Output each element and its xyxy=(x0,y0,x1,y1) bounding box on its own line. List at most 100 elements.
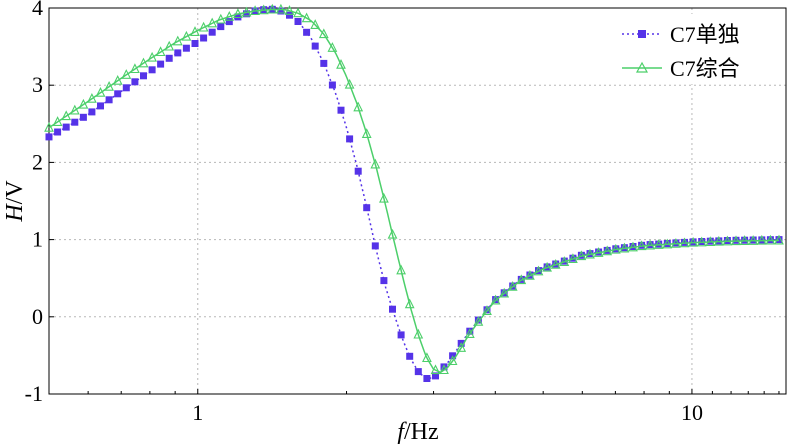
data-point-square xyxy=(286,11,293,19)
data-point-square xyxy=(603,246,611,254)
series-c7-combined xyxy=(44,3,784,375)
data-point-triangle xyxy=(490,294,501,305)
data-point-square xyxy=(131,78,139,86)
data-point-triangle xyxy=(44,121,54,132)
svg-text:H/V: H/V xyxy=(2,180,28,223)
data-point-square xyxy=(320,59,328,67)
data-point-triangle xyxy=(713,235,724,246)
data-point-square xyxy=(114,90,122,98)
y-axis-label: H/V xyxy=(2,180,28,223)
data-point-triangle xyxy=(542,261,552,272)
data-point-square xyxy=(200,34,208,42)
data-point-square xyxy=(157,60,165,68)
data-point-square xyxy=(328,81,336,89)
data-point-triangle xyxy=(147,51,157,62)
data-point-square xyxy=(672,239,680,247)
data-point-triangle xyxy=(318,28,329,39)
data-point-square xyxy=(389,305,396,313)
data-point-triangle xyxy=(327,42,338,52)
data-point-triangle xyxy=(662,238,673,249)
data-point-square xyxy=(766,236,774,244)
y-axis-unit: /V xyxy=(2,180,28,205)
data-point-square xyxy=(732,236,740,244)
y-tick-label: -1 xyxy=(25,381,43,406)
data-point-square xyxy=(698,238,706,245)
x-tick-label: 1 xyxy=(192,400,203,425)
data-point-triangle xyxy=(52,116,63,126)
data-point-square xyxy=(586,250,594,258)
legend: C7单独 C7综合 xyxy=(600,14,780,84)
y-tick-label: 0 xyxy=(32,304,43,329)
data-point-square xyxy=(354,167,362,175)
data-point-triangle xyxy=(267,3,278,14)
data-point-triangle xyxy=(645,239,655,250)
data-point-square xyxy=(97,102,104,110)
data-point-triangle xyxy=(224,10,235,21)
data-point-triangle xyxy=(258,4,269,15)
data-point-square xyxy=(303,28,311,36)
data-point-square xyxy=(466,327,474,335)
data-point-triangle xyxy=(748,235,759,245)
data-point-triangle xyxy=(95,86,106,97)
data-point-square xyxy=(595,248,603,256)
x-axis-label: f/Hz xyxy=(397,419,438,445)
y-axis-variable: H xyxy=(2,203,28,223)
data-point-triangle xyxy=(207,17,218,28)
data-point-triangle xyxy=(155,46,166,57)
data-point-square xyxy=(165,54,173,62)
data-point-square xyxy=(663,240,671,247)
data-point-triangle xyxy=(87,92,97,103)
data-point-triangle xyxy=(559,256,570,266)
data-point-triangle xyxy=(628,241,638,252)
data-point-triangle xyxy=(241,6,252,17)
data-point-triangle xyxy=(439,364,449,375)
data-point-square xyxy=(208,28,216,36)
svg-text:f/Hz: f/Hz xyxy=(397,419,438,445)
data-point-triangle xyxy=(121,69,132,79)
data-point-triangle xyxy=(387,228,398,239)
series-layer xyxy=(44,3,784,382)
data-point-square xyxy=(217,23,225,31)
y-tick-label: 4 xyxy=(32,0,43,20)
tick-labels: -1 0 1 2 3 4 1 10 xyxy=(25,0,780,425)
data-point-square xyxy=(148,66,156,74)
data-point-triangle xyxy=(619,242,630,253)
data-point-triangle xyxy=(516,274,527,285)
data-point-square xyxy=(706,237,714,245)
data-point-triangle xyxy=(172,35,183,46)
data-point-square xyxy=(225,18,233,26)
data-point-triangle xyxy=(69,104,80,115)
data-point-square xyxy=(234,13,242,21)
data-point-square xyxy=(79,113,87,121)
data-point-triangle xyxy=(499,287,510,298)
data-point-square xyxy=(277,7,285,15)
data-point-triangle xyxy=(756,234,767,245)
data-point-square xyxy=(294,18,302,25)
data-point-triangle xyxy=(525,269,535,280)
data-point-triangle xyxy=(250,5,260,16)
legend-label-c7-combined: C7综合 xyxy=(670,56,740,81)
data-point-triangle xyxy=(653,239,664,249)
x-axis-unit: /Hz xyxy=(404,419,439,445)
data-point-triangle xyxy=(164,40,175,51)
data-point-square xyxy=(646,241,654,249)
data-point-triangle xyxy=(130,63,140,74)
data-point-square xyxy=(638,241,646,249)
legend-background xyxy=(600,14,780,84)
data-point-triangle xyxy=(610,243,621,254)
data-point-triangle xyxy=(705,236,716,247)
data-point-triangle xyxy=(336,58,346,69)
data-point-triangle xyxy=(688,236,698,247)
data-point-square xyxy=(406,352,414,360)
y-tick-label: 2 xyxy=(32,149,43,174)
data-point-triangle xyxy=(379,192,389,203)
data-point-triangle xyxy=(233,8,243,19)
data-point-square xyxy=(174,49,182,57)
data-point-square xyxy=(122,84,130,92)
data-point-triangle xyxy=(404,298,415,309)
data-point-triangle xyxy=(636,240,647,251)
data-point-square xyxy=(577,251,585,259)
data-point-triangle xyxy=(198,21,209,32)
data-point-square xyxy=(775,236,783,244)
